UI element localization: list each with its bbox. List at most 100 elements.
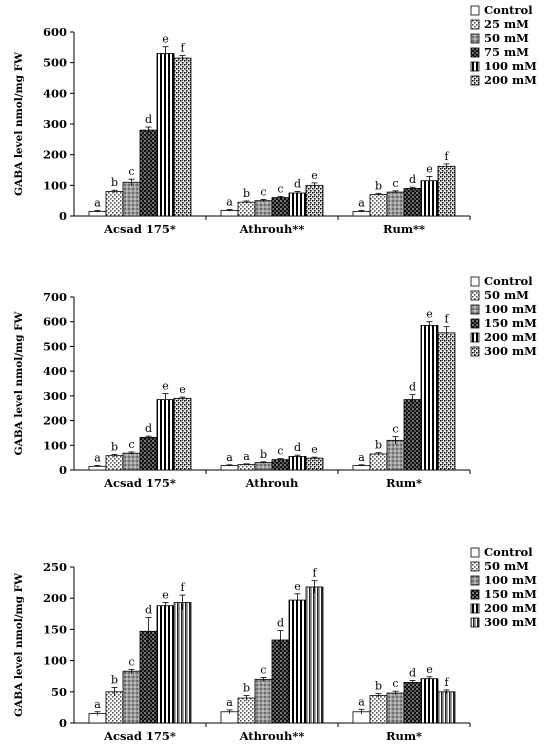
y-tick-label: 500 [43,56,67,70]
y-tick-label: 600 [43,315,67,329]
significance-letter: b [375,439,382,452]
legend-swatch [470,346,480,357]
legend-label: 300 mM [484,615,537,629]
bar [156,399,175,471]
significance-letter: c [128,165,134,178]
legend-swatch [470,547,480,558]
legend-label: 200 mM [484,73,537,87]
y-tick-label: 200 [43,591,67,605]
significance-letter: e [311,169,318,182]
y-axis-label: GABA level nmol/mg FW [13,52,25,196]
significance-letter: f [180,581,185,594]
bar [271,639,290,724]
bar [254,678,273,724]
significance-letter: f [180,42,185,55]
bar [237,697,256,724]
bar [420,678,439,724]
significance-letter: b [243,187,250,200]
y-tick-label: 100 [43,438,67,452]
significance-letter: d [145,422,152,435]
legend-swatch [470,332,480,343]
significance-letter: b [111,176,118,189]
legend-swatch [470,589,480,600]
significance-letter: a [358,196,365,209]
significance-letter: d [277,617,284,630]
y-axis-label: GABA level nmol/mg FW [13,311,25,455]
y-tick-label: 150 [43,622,67,636]
legend-swatch [470,318,480,329]
legend-swatch [470,603,480,614]
y-tick-label: 300 [43,389,67,403]
y-tick-label: 0 [59,209,67,223]
legend-label: 150 mM [484,587,537,601]
legend-swatch [470,5,480,16]
bar [271,459,290,471]
bar [105,191,124,217]
significance-letter: e [162,33,169,46]
legend-label: 100 mM [484,59,537,73]
y-tick-label: 700 [43,290,67,304]
significance-letter: a [358,695,365,708]
legend-label: 50 mM [484,288,529,302]
legend-label: Control [484,3,533,17]
y-tick-label: 0 [59,716,67,730]
legend-swatch [470,575,480,586]
legend-label: Control [484,545,533,559]
legend-swatch [470,75,480,86]
bar [386,692,405,724]
significance-letter: d [145,113,152,126]
significance-letter: e [179,383,186,396]
y-tick-label: 300 [43,117,67,131]
significance-letter: e [311,443,318,456]
y-tick-label: 100 [43,654,67,668]
significance-letter: f [444,676,449,689]
legend-label: 100 mM [484,573,537,587]
significance-letter: a [358,451,365,464]
x-tick-label: Rum* [386,476,422,490]
bar [437,165,456,217]
significance-letter: e [426,663,433,676]
x-tick-label: Acsad 175* [103,222,176,236]
significance-letter: d [409,381,416,394]
bar [122,670,141,724]
legend-swatch [470,617,480,628]
bar [254,462,273,471]
significance-letter: f [312,567,317,580]
significance-letter: e [162,589,169,602]
legend-label: Control [484,274,533,288]
significance-letter: d [409,667,416,680]
bar [122,452,141,471]
significance-letter: e [162,379,169,392]
significance-letter: a [94,452,101,465]
legend-label: 200 mM [484,330,537,344]
bar [305,184,324,217]
x-tick-label: Acsad 175* [103,729,176,743]
legend-label: 50 mM [484,559,529,573]
significance-letter: d [409,173,416,186]
significance-letter: b [260,448,267,461]
y-tick-label: 250 [43,560,67,574]
x-tick-label: Rum** [383,222,425,236]
bar [139,436,158,471]
bar [105,455,124,471]
legend-label: 50 mM [484,31,529,45]
legend-swatch [470,47,480,58]
bar [288,456,307,471]
significance-letter: c [260,663,266,676]
bar [305,457,324,471]
significance-letter: e [426,308,433,321]
bar [437,691,456,724]
bar [237,464,256,471]
legend-swatch [470,304,480,315]
legend-label: 150 mM [484,316,537,330]
significance-letter: b [111,440,118,453]
significance-letter: a [94,196,101,209]
x-tick-label: Athrouh [245,476,299,490]
bar [122,181,141,217]
legend-label: 75 mM [484,45,529,59]
bar [173,602,192,724]
significance-letter: d [294,441,301,454]
bar [173,57,192,217]
significance-letter: c [392,677,398,690]
